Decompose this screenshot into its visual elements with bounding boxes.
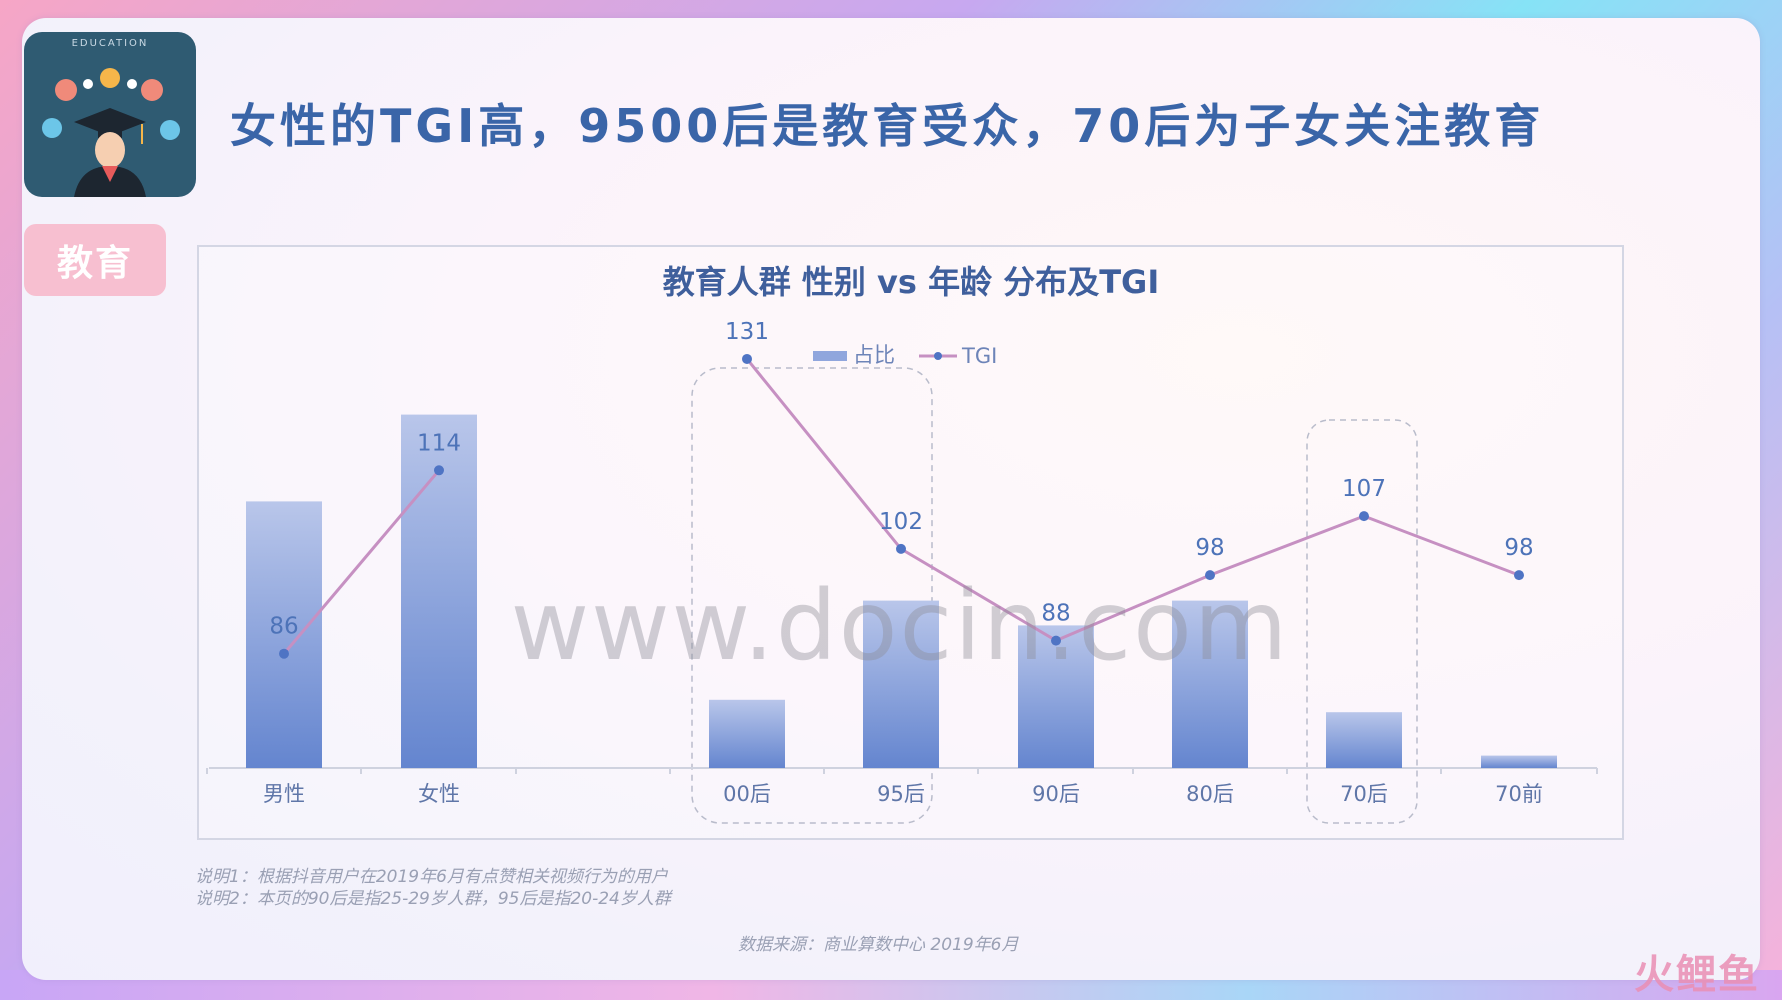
tgi-point-70后 bbox=[1359, 511, 1369, 522]
tgi-point-90后 bbox=[1051, 635, 1061, 646]
data-source: 数据来源：商业算数中心 2019年6月 bbox=[738, 935, 1019, 955]
page-title: 女性的TGI高，9500后是教育受众，70后为子女关注教育 bbox=[230, 99, 1545, 153]
x-tick-label-90后: 90后 bbox=[1032, 782, 1080, 806]
x-tick-label-95后: 95后 bbox=[877, 782, 925, 806]
x-tick-label-女性: 女性 bbox=[418, 782, 460, 806]
legend-bar-label: 占比 bbox=[853, 343, 895, 367]
chart: 教育人群 性别 vs 年龄 分布及TGI 占比 TGI 86 114 131 102 88 98… bbox=[206, 263, 1598, 824]
tgi-label-70后: 107 bbox=[1342, 476, 1386, 502]
tgi-point-女性 bbox=[434, 465, 444, 476]
category-tag: 教育 bbox=[24, 224, 166, 296]
tgi-label-90后: 88 bbox=[1041, 601, 1070, 627]
tgi-label-70前: 98 bbox=[1504, 535, 1533, 561]
bar-00后 bbox=[709, 699, 785, 768]
bar-男性 bbox=[246, 501, 322, 768]
x-tick-label-70前: 70前 bbox=[1495, 782, 1543, 806]
tgi-point-95后 bbox=[896, 543, 906, 554]
legend-bar-swatch bbox=[813, 351, 847, 361]
tgi-line-gender bbox=[282, 469, 441, 655]
tgi-line-age bbox=[745, 358, 1520, 643]
logo-caption: EDUCATION bbox=[72, 38, 149, 49]
watermark-text: www.docin.com bbox=[510, 570, 1290, 682]
tgi-point-70前 bbox=[1514, 570, 1524, 581]
bar-80后 bbox=[1172, 600, 1248, 768]
tgi-label-80后: 98 bbox=[1195, 535, 1224, 561]
tgi-point-80后 bbox=[1205, 570, 1215, 581]
bar-90后 bbox=[1018, 625, 1094, 768]
tgi-label-女性: 114 bbox=[417, 430, 461, 456]
x-tick-label-70后: 70后 bbox=[1340, 782, 1388, 806]
highlight-box-00-95 bbox=[691, 367, 933, 824]
bar-70后 bbox=[1326, 712, 1402, 768]
legend-line-label: TGI bbox=[961, 344, 997, 368]
highlight-box-70 bbox=[1306, 419, 1418, 824]
legend-line-point bbox=[934, 352, 942, 360]
note-2: 说明2：本页的90后是指25-29岁人群，95后是指20-24岁人群 bbox=[195, 889, 671, 909]
tgi-label-00后: 131 bbox=[725, 319, 769, 345]
slide-panel bbox=[22, 18, 1760, 980]
tgi-point-00后 bbox=[742, 353, 752, 364]
x-tick-label-80后: 80后 bbox=[1186, 782, 1234, 806]
graduate-icon: EDUCATION bbox=[42, 38, 180, 197]
education-logo: EDUCATION bbox=[24, 32, 196, 197]
tgi-label-男性: 86 bbox=[269, 614, 298, 640]
x-tick-label-男性: 男性 bbox=[263, 782, 305, 806]
note-1: 说明1：根据抖音用户在2019年6月有点赞相关视频行为的用户 bbox=[195, 867, 668, 887]
chart-title: 教育人群 性别 vs 年龄 分布及TGI bbox=[663, 263, 1159, 301]
bar-95后 bbox=[863, 600, 939, 768]
tgi-point-男性 bbox=[279, 648, 289, 659]
x-tick-label-00后: 00后 bbox=[723, 782, 771, 806]
corner-logo: 火鲤鱼 bbox=[1634, 952, 1760, 998]
bar-70前 bbox=[1481, 755, 1557, 768]
tgi-label-95后: 102 bbox=[879, 509, 923, 535]
